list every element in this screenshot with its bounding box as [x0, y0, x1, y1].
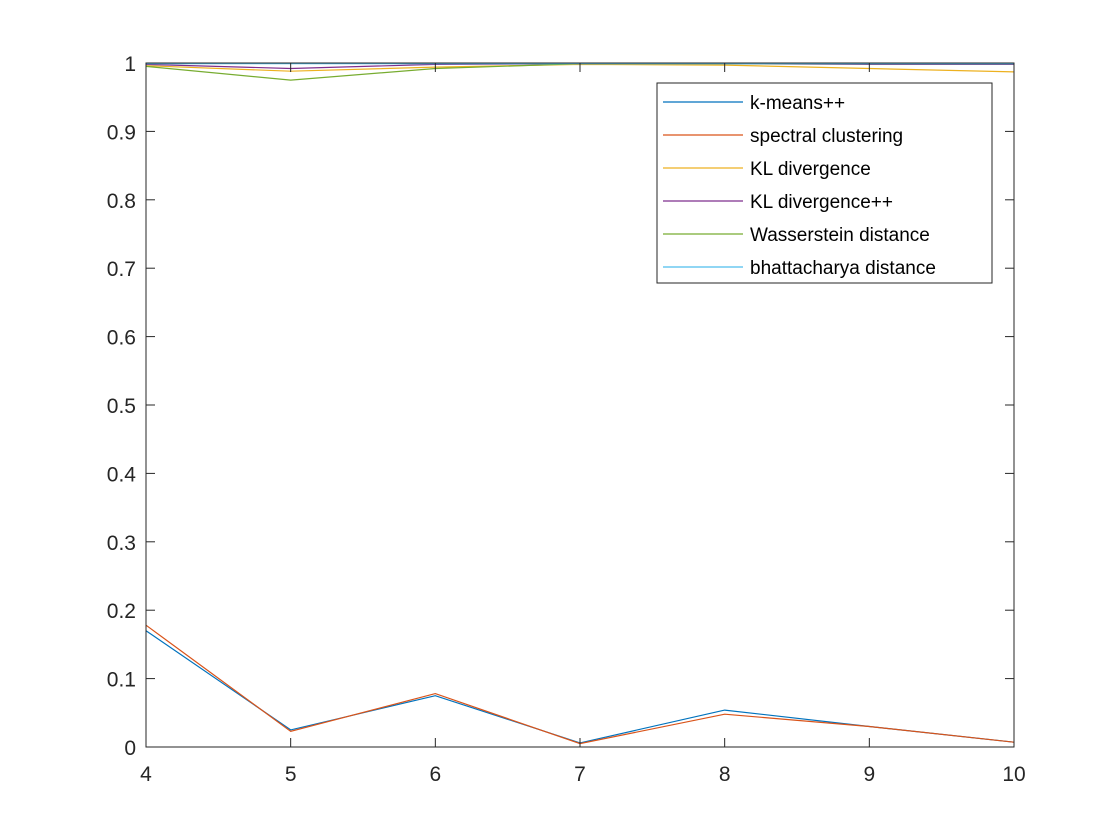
y-tick-label: 1: [124, 53, 136, 76]
legend-label: KL divergence: [750, 159, 871, 180]
y-tick-label: 0: [124, 737, 136, 760]
y-tick-label: 0.4: [107, 463, 137, 486]
legend-label: spectral clustering: [750, 126, 903, 147]
y-tick-label: 0.5: [107, 395, 136, 418]
legend-label: k-means++: [750, 93, 845, 114]
tick-layer: 4 5 6 7 8 9 10 0 0.1 0.2 0.3 0.4 0.5 0.6 0.7 0.8 0.9 1: [107, 53, 1026, 786]
y-tick-label: 0.2: [107, 600, 136, 623]
x-tick-label: 7: [574, 763, 586, 786]
x-tick-label: 9: [863, 763, 875, 786]
x-tick-label: 10: [1002, 763, 1025, 786]
y-tick-label: 0.1: [107, 669, 136, 692]
legend-items: k-means++ spectral clustering KL divergenc…: [663, 93, 936, 279]
legend-label: KL divergence++: [750, 192, 893, 213]
y-tick-label: 0.6: [107, 327, 136, 350]
x-tick-label: 5: [285, 763, 297, 786]
y-tick-label: 0.8: [107, 190, 136, 213]
legend-label: Wasserstein distance: [750, 225, 930, 246]
x-tick-label: 8: [719, 763, 731, 786]
legend-label: bhattacharya distance: [750, 258, 936, 279]
legend-box: [656, 82, 993, 284]
legend: k-means++ spectral clustering KL divergenc…: [656, 82, 993, 284]
y-tick-label: 0.9: [107, 121, 136, 144]
y-tick-label: 0.3: [107, 532, 136, 555]
x-tick-label: 4: [140, 763, 152, 786]
x-tick-label: 6: [429, 763, 441, 786]
y-tick-label: 0.7: [107, 258, 136, 281]
